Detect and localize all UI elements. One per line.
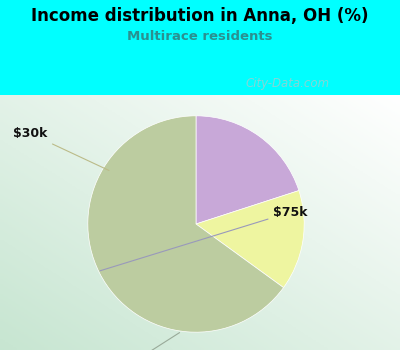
Text: City-Data.com: City-Data.com: [246, 77, 330, 91]
Wedge shape: [196, 190, 304, 288]
Text: Multirace residents: Multirace residents: [127, 30, 273, 43]
Text: Income distribution in Anna, OH (%): Income distribution in Anna, OH (%): [31, 7, 369, 25]
Wedge shape: [196, 116, 299, 224]
Wedge shape: [88, 116, 284, 332]
Text: $30k: $30k: [13, 127, 109, 170]
Text: $75k: $75k: [100, 205, 308, 271]
Text: $125k: $125k: [97, 332, 180, 350]
